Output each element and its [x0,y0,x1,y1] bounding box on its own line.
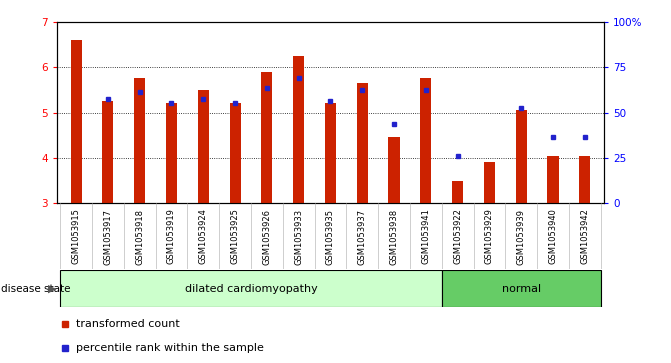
Text: GSM1053924: GSM1053924 [199,208,208,264]
Bar [70,40,82,203]
Bar [516,110,527,203]
Bar [229,103,241,203]
Text: GSM1053940: GSM1053940 [548,208,558,264]
Text: dilated cardiomyopathy: dilated cardiomyopathy [185,284,317,294]
Bar [389,138,400,203]
Text: ▶: ▶ [48,284,57,294]
Text: percentile rank within the sample: percentile rank within the sample [76,343,264,353]
Text: GSM1053942: GSM1053942 [580,208,589,264]
Bar [293,56,304,203]
Bar [261,72,272,203]
Text: GSM1053915: GSM1053915 [72,208,81,264]
Bar [198,90,209,203]
Text: GSM1053922: GSM1053922 [453,208,462,264]
Bar [548,156,558,203]
Bar [103,101,113,203]
Bar [442,270,601,307]
Bar [484,163,495,203]
Text: GSM1053926: GSM1053926 [262,208,271,265]
Bar [166,103,177,203]
Text: GSM1053925: GSM1053925 [231,208,240,264]
Text: GSM1053918: GSM1053918 [135,208,144,265]
Text: GSM1053929: GSM1053929 [485,208,494,264]
Text: transformed count: transformed count [76,319,180,329]
Bar [325,103,336,203]
Text: GSM1053939: GSM1053939 [517,208,526,265]
Bar [357,83,368,203]
Text: GSM1053919: GSM1053919 [167,208,176,264]
Text: GSM1053938: GSM1053938 [390,208,399,265]
Text: GSM1053937: GSM1053937 [358,208,367,265]
Text: GSM1053935: GSM1053935 [326,208,335,265]
Bar [579,156,590,203]
Text: normal: normal [502,284,541,294]
Text: disease state: disease state [1,284,70,294]
Text: GSM1053917: GSM1053917 [103,208,113,265]
Text: GSM1053941: GSM1053941 [421,208,430,264]
Bar [420,78,431,203]
Bar [452,180,463,203]
Text: GSM1053933: GSM1053933 [294,208,303,265]
Bar [60,270,442,307]
Bar [134,78,145,203]
